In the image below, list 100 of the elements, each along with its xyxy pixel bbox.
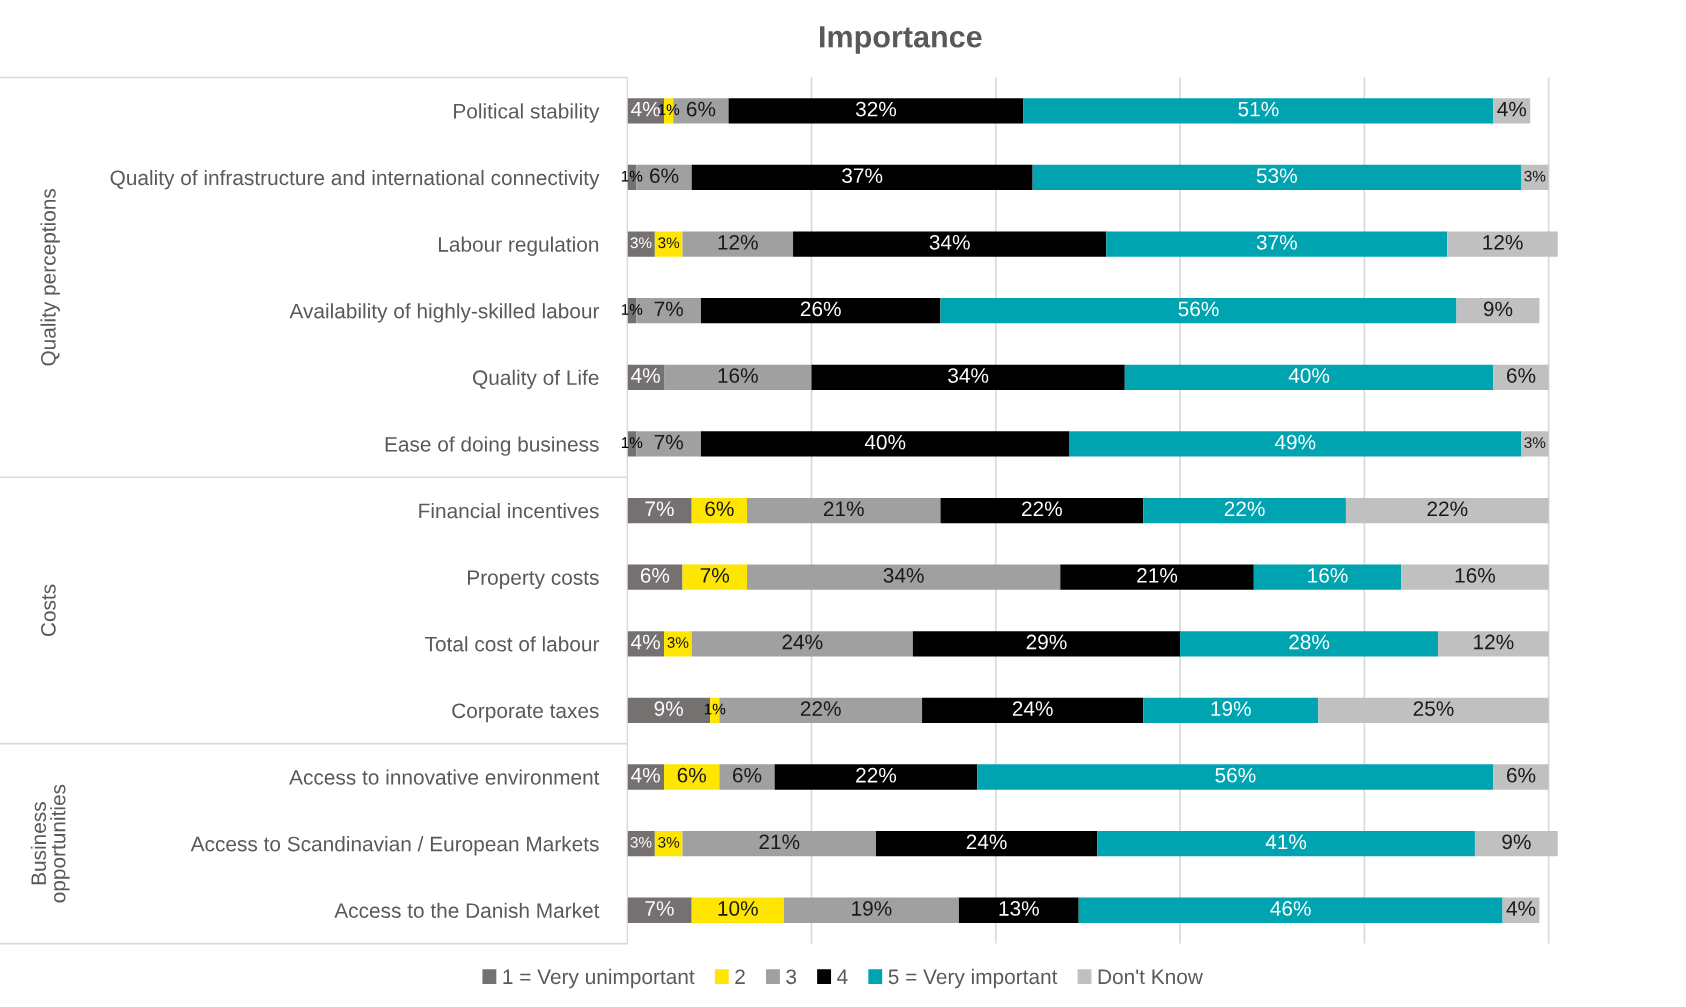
bar: [958, 897, 1079, 923]
data-label: 6%: [1507, 368, 1536, 383]
text: Business opportunities: [30, 784, 70, 903]
data-label: 53%: [1256, 168, 1297, 184]
data-label: 4%: [631, 767, 660, 783]
bar: [1447, 231, 1558, 257]
data-label: 51%: [1238, 101, 1279, 117]
data-label: 12%: [718, 234, 758, 250]
bar: [691, 164, 1033, 191]
y-tick-label: Quality of infrastructure and international connectivity: [110, 169, 600, 190]
data-label: 16%: [1308, 568, 1348, 583]
data-label: 22%: [1427, 501, 1468, 517]
bar: [1032, 164, 1522, 191]
data-label: 7%: [700, 568, 730, 583]
data-label: 4%: [631, 101, 660, 117]
data-label: 41%: [1265, 834, 1307, 850]
bar: [664, 631, 692, 657]
legend-label: 1 = Very unimportant: [503, 968, 695, 989]
data-label: 19%: [1211, 701, 1251, 716]
bar: [783, 897, 959, 923]
data-label: 9%: [1483, 301, 1513, 317]
bar: [793, 231, 1107, 257]
y-tick-label: Labour regulation: [438, 236, 599, 256]
bar: [719, 764, 775, 790]
data-label: 37%: [842, 168, 883, 184]
bar: [1023, 98, 1494, 124]
data-label: 34%: [929, 234, 970, 250]
data-label: 3%: [658, 836, 680, 848]
bar: [912, 631, 1181, 657]
data-label: 34%: [948, 368, 989, 383]
legend-label: 4: [837, 969, 848, 984]
data-label: 28%: [1289, 634, 1330, 650]
bar: [1078, 897, 1503, 923]
bar: [664, 764, 720, 790]
data-label: 3%: [667, 637, 689, 648]
y-tick-label: Availability of highly-skilled labour: [289, 303, 600, 323]
y-tick-label: Property costs: [467, 570, 599, 590]
y-tick-label: Political stability: [454, 103, 600, 123]
data-label: 22%: [856, 767, 897, 783]
bar: [1124, 364, 1494, 390]
data-label: 4%: [1497, 101, 1527, 117]
bar: [627, 897, 692, 923]
bar: [1106, 231, 1448, 257]
data-label: 22%: [1224, 501, 1265, 517]
data-label: 3%: [630, 836, 652, 848]
data-label: 7%: [654, 301, 683, 317]
data-label: 24%: [782, 634, 823, 650]
data-label: 4%: [631, 634, 660, 650]
bar: [1180, 631, 1439, 657]
data-label: 26%: [800, 301, 841, 317]
data-label: 6%: [1507, 767, 1536, 783]
data-label: 9%: [1502, 834, 1531, 850]
data-label: 37%: [1256, 234, 1297, 250]
data-label: 21%: [1137, 568, 1178, 583]
bar: [1456, 298, 1540, 324]
data-label: 22%: [1022, 501, 1062, 517]
bar: [700, 298, 941, 324]
data-label: 12%: [1483, 234, 1523, 250]
bar: [1474, 830, 1558, 857]
bar: [1521, 431, 1549, 457]
bar: [682, 231, 794, 257]
data-label: 6%: [732, 767, 762, 783]
bar: [1318, 697, 1549, 724]
bar: [728, 98, 1024, 124]
y-tick-label: Corporate taxes: [452, 703, 599, 723]
data-label: 22%: [800, 701, 841, 716]
bar: [664, 364, 812, 390]
bar: [691, 631, 913, 657]
data-label: 19%: [852, 901, 892, 916]
data-label: 56%: [1215, 767, 1256, 783]
bar: [811, 364, 1125, 390]
data-label: 4%: [631, 368, 660, 383]
bar: [1143, 697, 1319, 724]
bar: [1493, 764, 1549, 790]
data-label: 12%: [1474, 634, 1514, 650]
data-label: 6%: [650, 168, 679, 184]
y-tick-label: Access to Scandinavian / European Markets: [190, 836, 599, 856]
bar: [977, 764, 1494, 790]
data-label: 40%: [1288, 368, 1330, 383]
bar: [940, 497, 1144, 524]
data-label: 3%: [630, 237, 652, 249]
data-label: 16%: [718, 368, 758, 383]
data-label: 21%: [823, 501, 864, 517]
data-label: 21%: [759, 834, 800, 850]
bar: [875, 830, 1098, 857]
data-label: 3%: [1524, 437, 1546, 449]
bar: [1345, 497, 1549, 524]
data-label: 25%: [1413, 701, 1454, 716]
bar: [1143, 497, 1346, 524]
bar: [1521, 164, 1549, 191]
legend-label: 3: [786, 969, 797, 985]
legend-label: 2: [735, 969, 745, 984]
bar: [940, 298, 1457, 324]
bar: [774, 764, 978, 790]
y-tick-label: Access to innovative environment: [289, 769, 600, 785]
data-label: 9%: [654, 701, 683, 716]
data-label: 10%: [718, 901, 758, 916]
data-label: 3%: [1524, 170, 1546, 182]
legend-label: Don't Know: [1098, 969, 1203, 985]
bar: [1253, 564, 1402, 590]
